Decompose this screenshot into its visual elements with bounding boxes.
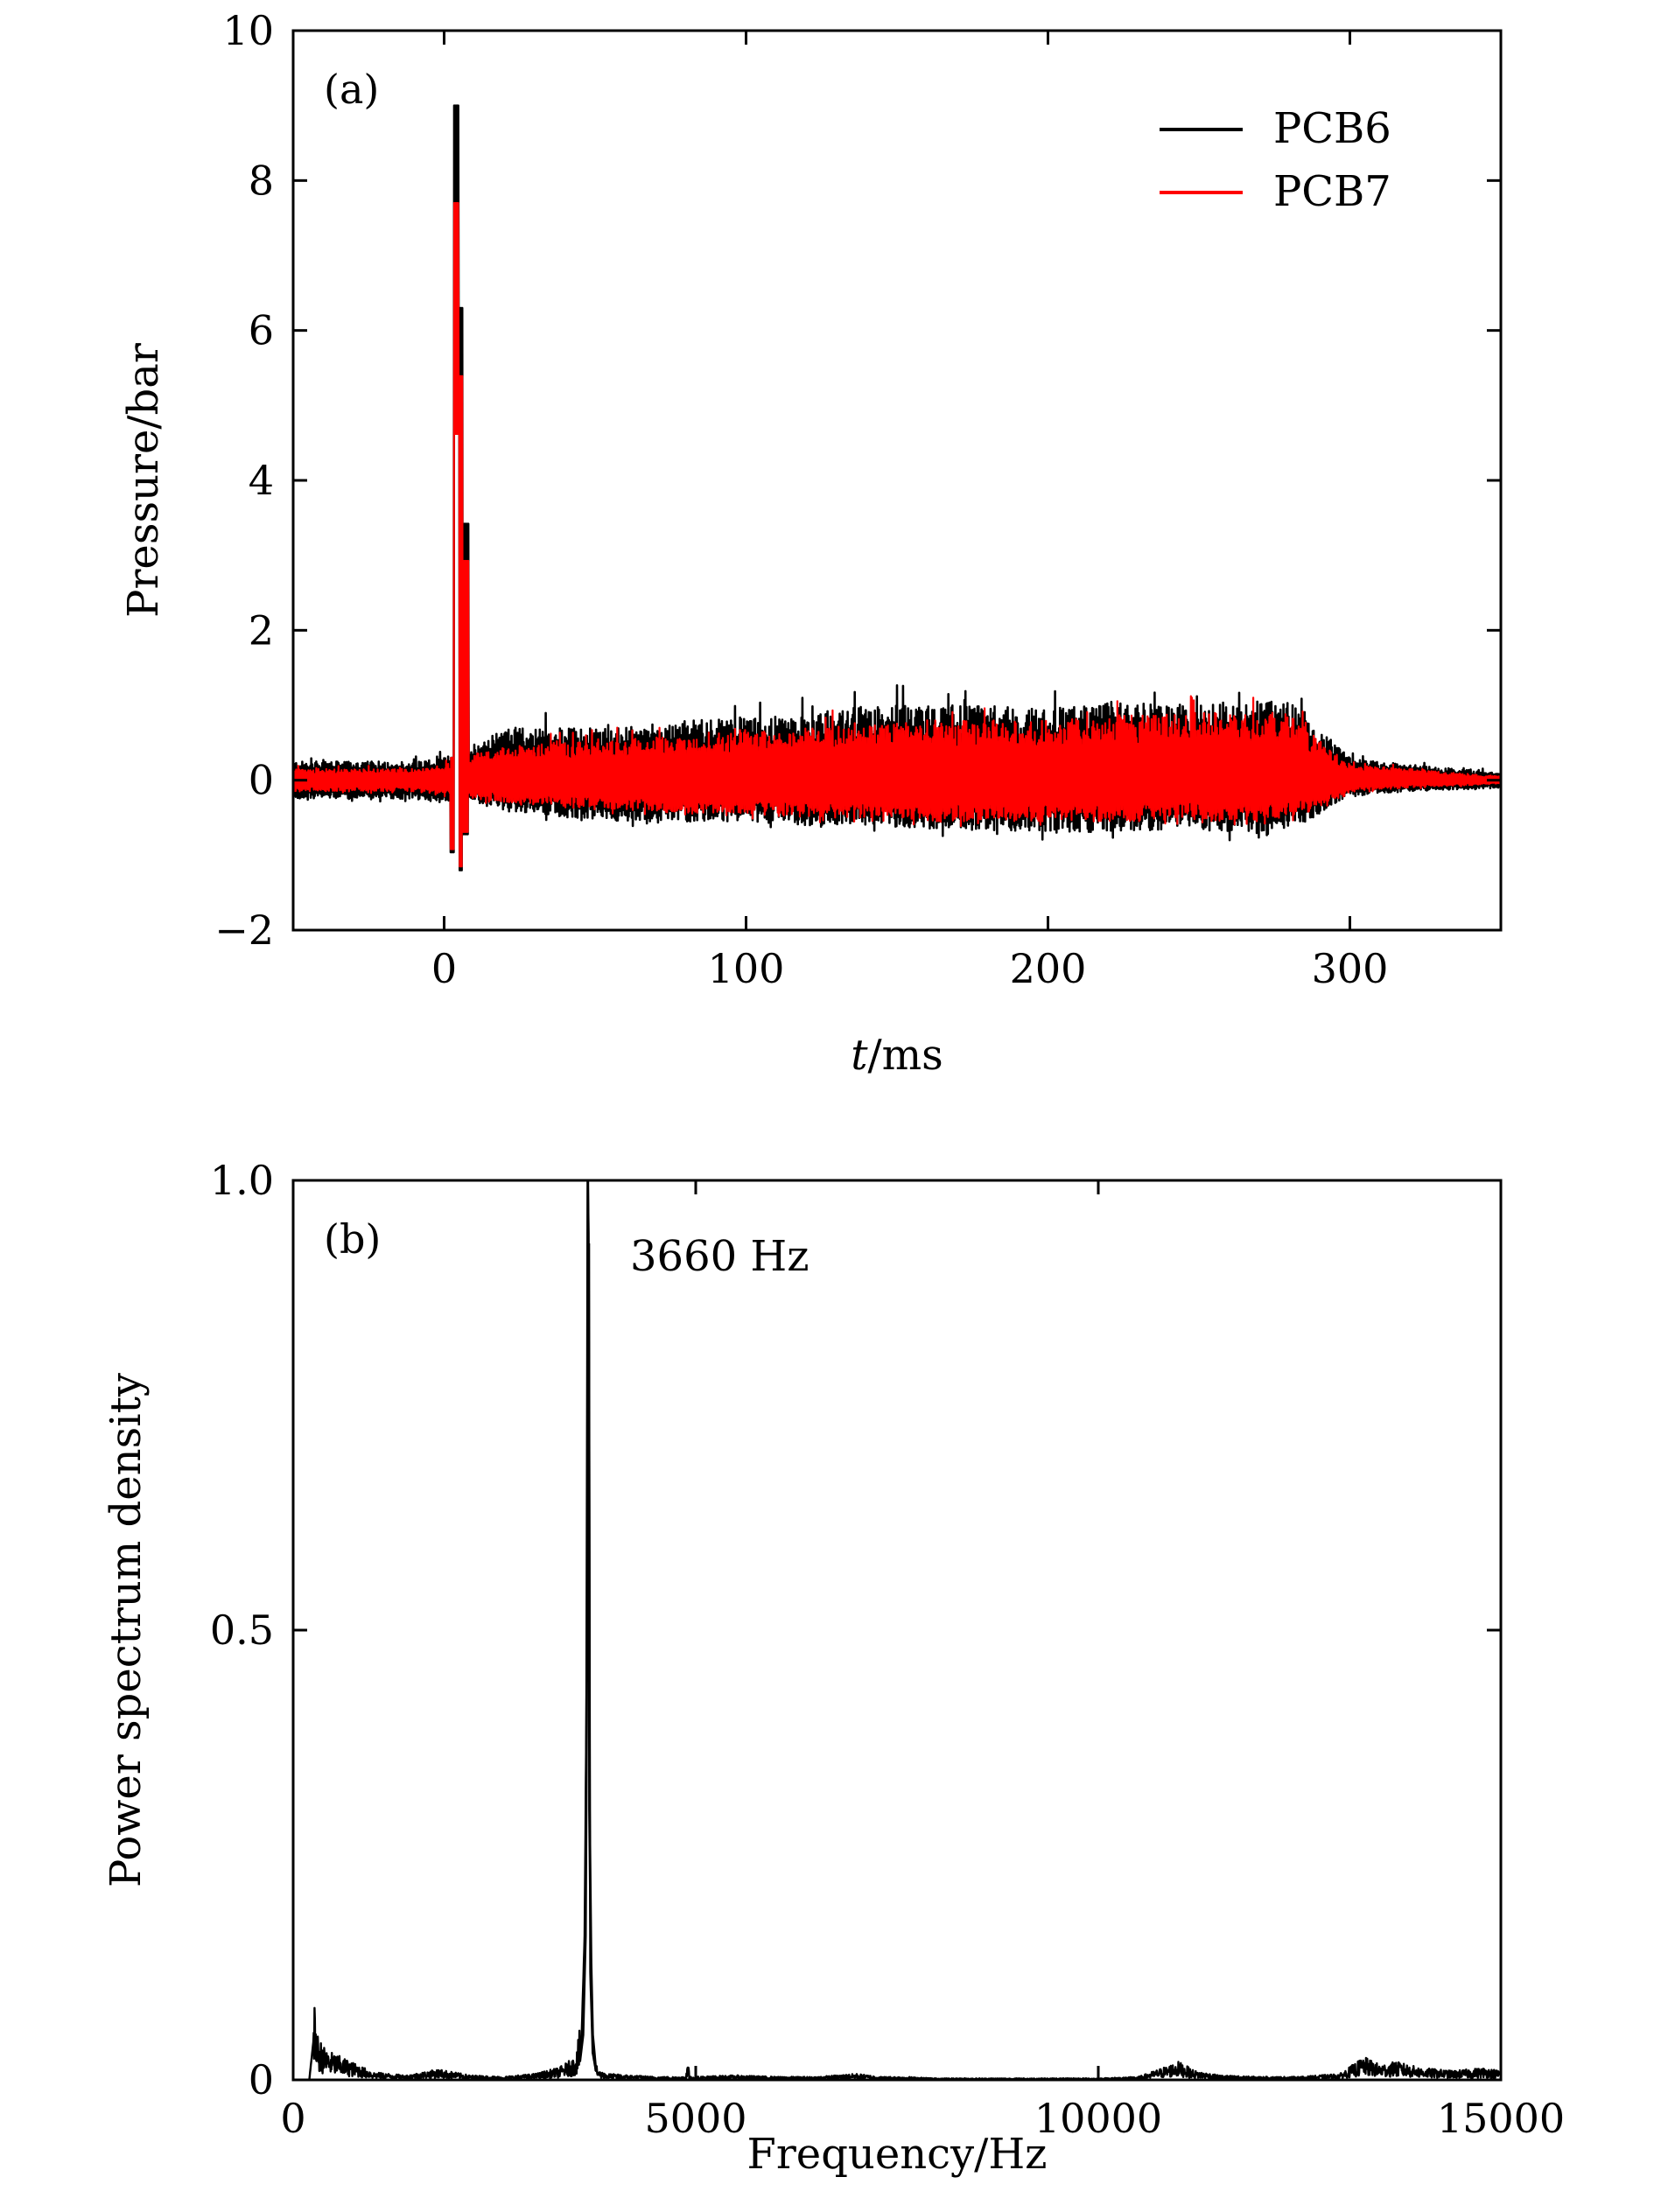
panel-a-xlabel: t/ms [851, 1031, 943, 1080]
panel-a-ylabel: Pressure/bar [119, 343, 168, 618]
panel-b-xtick-label: 0 [280, 2095, 305, 2142]
panel-a-xtick-label: 200 [1010, 945, 1087, 992]
panel-a-ytick-label: 4 [249, 457, 274, 504]
series-line-pcb7 [293, 201, 1501, 868]
legend-label-pcb7: PCB7 [1273, 167, 1391, 216]
panel-a-ytick-label: −2 [214, 906, 274, 954]
panel-a-label: (a) [324, 66, 379, 113]
panel-a-ytick-label: 8 [249, 157, 274, 204]
panel-b-ytick-label: 0.5 [210, 1606, 274, 1654]
series-line-pcb6 [293, 104, 1501, 872]
spectrum-peak [578, 1180, 598, 2071]
panel-b-ylabel: Power spectrum density [102, 1373, 151, 1887]
panel-b-xtick-label: 5000 [644, 2095, 746, 2142]
panel-a-ticks: 0 100 200 300 −2 0 2 4 6 8 10 [214, 7, 1501, 992]
panel-a-ytick-label: 10 [222, 7, 274, 54]
panel-b-ticks: 0 5000 10000 15000 0 0.5 1.0 [210, 1157, 1565, 2142]
panel-b-xtick-label: 10000 [1034, 2095, 1162, 2142]
panel-a-ytick-label: 0 [249, 757, 274, 804]
panel-b-ytick-label: 0 [249, 2056, 274, 2104]
panel-a-xlabel-var: t [851, 1031, 868, 1080]
legend: PCB6 PCB7 [1160, 104, 1391, 216]
panel-b-xtick-label: 15000 [1437, 2095, 1565, 2142]
panel-a-ytick-label: 2 [249, 606, 274, 654]
panel-a-xtick-label: 300 [1312, 945, 1389, 992]
peak-annotation: 3660 Hz [630, 1232, 809, 1281]
panel-a-chart: 0 100 200 300 −2 0 2 4 6 8 10 (a) PCB6 PCB7 Pressu… [119, 7, 1503, 1080]
panel-a-xlabel-unit: /ms [867, 1031, 943, 1080]
panel-a-plot-area [293, 104, 1501, 872]
legend-label-pcb6: PCB6 [1273, 104, 1391, 153]
panel-b-label: (b) [324, 1215, 381, 1263]
panel-a-ytick-label: 6 [249, 307, 274, 354]
panel-b-chart: 0 5000 10000 15000 0 0.5 1.0 (b) 3660 Hz Power… [102, 1157, 1565, 2179]
panel-b-ytick-label: 1.0 [210, 1157, 274, 1204]
panel-b-xlabel: Frequency/Hz [747, 2130, 1048, 2179]
panel-a-xtick-label: 100 [708, 945, 785, 992]
panel-a-xtick-label: 0 [431, 945, 457, 992]
